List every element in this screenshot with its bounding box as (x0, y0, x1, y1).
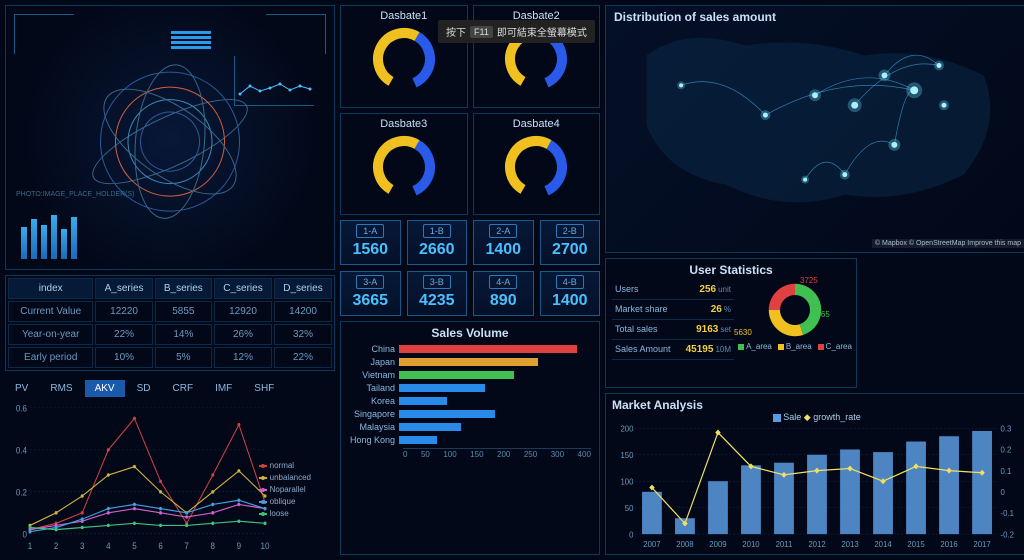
kpi-4-A[interactable]: 4-A890 (473, 271, 534, 316)
tab-crf[interactable]: CRF (163, 380, 204, 397)
distribution-map[interactable]: Distribution of sales amount © Mapbox © … (605, 5, 1024, 253)
svg-text:2016: 2016 (940, 540, 958, 549)
svg-text:0: 0 (1001, 488, 1006, 497)
fullscreen-notification: 按下 F11 即可結束全螢幕模式 (438, 20, 595, 43)
tab-shf[interactable]: SHF (244, 380, 284, 397)
svg-text:2015: 2015 (907, 540, 925, 549)
sales-bar-singapore: Singapore (349, 409, 591, 419)
market-analysis-panel: Market Analysis Sale ◆ growth_rate 05010… (605, 393, 1024, 555)
kpi-3-A[interactable]: 3-A3665 (340, 271, 401, 316)
sales-bar-korea: Korea (349, 396, 591, 406)
svg-text:0.2: 0.2 (1001, 445, 1012, 454)
user-statistics-panel: User Statistics Users256unitMarket share… (605, 258, 857, 388)
svg-text:-0.1: -0.1 (1001, 509, 1015, 518)
dasbate-gauge: Dasbate4 (473, 113, 601, 216)
stat-market-share: Market share26% (612, 300, 734, 320)
kpi-3-B[interactable]: 3-B4235 (407, 271, 468, 316)
svg-text:9: 9 (237, 540, 242, 551)
svg-text:0: 0 (629, 530, 634, 539)
svg-text:2008: 2008 (676, 540, 694, 549)
svg-text:10: 10 (261, 540, 270, 551)
sales-bar-china: China (349, 344, 591, 354)
svg-text:4: 4 (106, 540, 111, 551)
svg-text:2012: 2012 (808, 540, 826, 549)
sales-bar-malaysia: Malaysia (349, 422, 591, 432)
svg-text:2010: 2010 (742, 540, 760, 549)
svg-text:2009: 2009 (709, 540, 727, 549)
svg-text:-0.2: -0.2 (1001, 530, 1015, 539)
kpi-2-A[interactable]: 2-A1400 (473, 220, 534, 265)
tab-pv[interactable]: PV (5, 380, 38, 397)
kpi-1-A[interactable]: 1-A1560 (340, 220, 401, 265)
sales-bar-japan: Japan (349, 357, 591, 367)
user-stats-pie: 886556303725 A_areaB_areaC_area (740, 280, 850, 383)
kpi-2-B[interactable]: 2-B2700 (540, 220, 601, 265)
kpi-4-B[interactable]: 4-B1400 (540, 271, 601, 316)
sales-volume-panel: Sales Volume China Japan Vietnam Tailand Kor… (340, 321, 600, 555)
svg-text:6: 6 (158, 540, 163, 551)
sales-bar-tailand: Tailand (349, 383, 591, 393)
svg-text:3: 3 (80, 540, 85, 551)
map-attribution: © Mapbox © OpenStreetMap Improve this ma… (872, 239, 1024, 248)
dasbate-gauge: Dasbate3 (340, 113, 468, 216)
svg-text:7: 7 (184, 540, 189, 551)
photo-panel: PHOTO:IMAGE_PLACE_HOLDER(S) (5, 5, 335, 270)
svg-text:1: 1 (28, 540, 33, 551)
tab-sd[interactable]: SD (127, 380, 161, 397)
svg-text:0: 0 (23, 529, 28, 540)
stat-users: Users256unit (612, 280, 734, 300)
photo-placeholder-label: PHOTO:IMAGE_PLACE_HOLDER(S) (16, 191, 135, 198)
vertical-indicator-bars (21, 215, 77, 259)
sales-volume-title: Sales Volume (349, 326, 591, 340)
kpi-grid: 1-A15601-B26602-A14002-B2700 3-A36653-B42… (340, 220, 600, 316)
tab-akv[interactable]: AKV (85, 380, 125, 397)
svg-text:2013: 2013 (841, 540, 859, 549)
stat-total-sales: Total sales9163set (612, 320, 734, 340)
sales-bar-vietnam: Vietnam (349, 370, 591, 380)
tab-rms[interactable]: RMS (40, 380, 82, 397)
series-data-table: indexA_seriesB_seriesC_seriesD_series Cu… (5, 275, 335, 371)
svg-text:0.6: 0.6 (16, 403, 27, 414)
svg-text:0.1: 0.1 (1001, 467, 1012, 476)
svg-text:50: 50 (625, 504, 634, 513)
stat-sales-amount: Sales Amount4519510M (612, 340, 734, 360)
user-stats-title: User Statistics (612, 263, 850, 277)
tab-imf[interactable]: IMF (205, 380, 242, 397)
svg-text:2017: 2017 (973, 540, 991, 549)
svg-text:5: 5 (132, 540, 137, 551)
svg-text:2014: 2014 (874, 540, 892, 549)
svg-text:2: 2 (54, 540, 59, 551)
multi-line-chart: 00.20.40.612345678910 normalunbalancedNo… (5, 402, 335, 555)
svg-text:2011: 2011 (776, 540, 793, 549)
metric-tabs: PVRMSAKVSDCRFIMFSHF (5, 380, 335, 397)
svg-text:200: 200 (620, 424, 633, 433)
svg-text:2007: 2007 (643, 540, 661, 549)
kpi-1-B[interactable]: 1-B2660 (407, 220, 468, 265)
sales-bar-hong kong: Hong Kong (349, 435, 591, 445)
svg-text:100: 100 (620, 477, 633, 486)
svg-text:0.2: 0.2 (16, 487, 27, 498)
svg-text:0.4: 0.4 (16, 445, 27, 456)
svg-text:8: 8 (211, 540, 216, 551)
market-title: Market Analysis (612, 398, 1022, 412)
svg-text:0.3: 0.3 (1001, 424, 1012, 433)
svg-text:150: 150 (620, 451, 633, 460)
